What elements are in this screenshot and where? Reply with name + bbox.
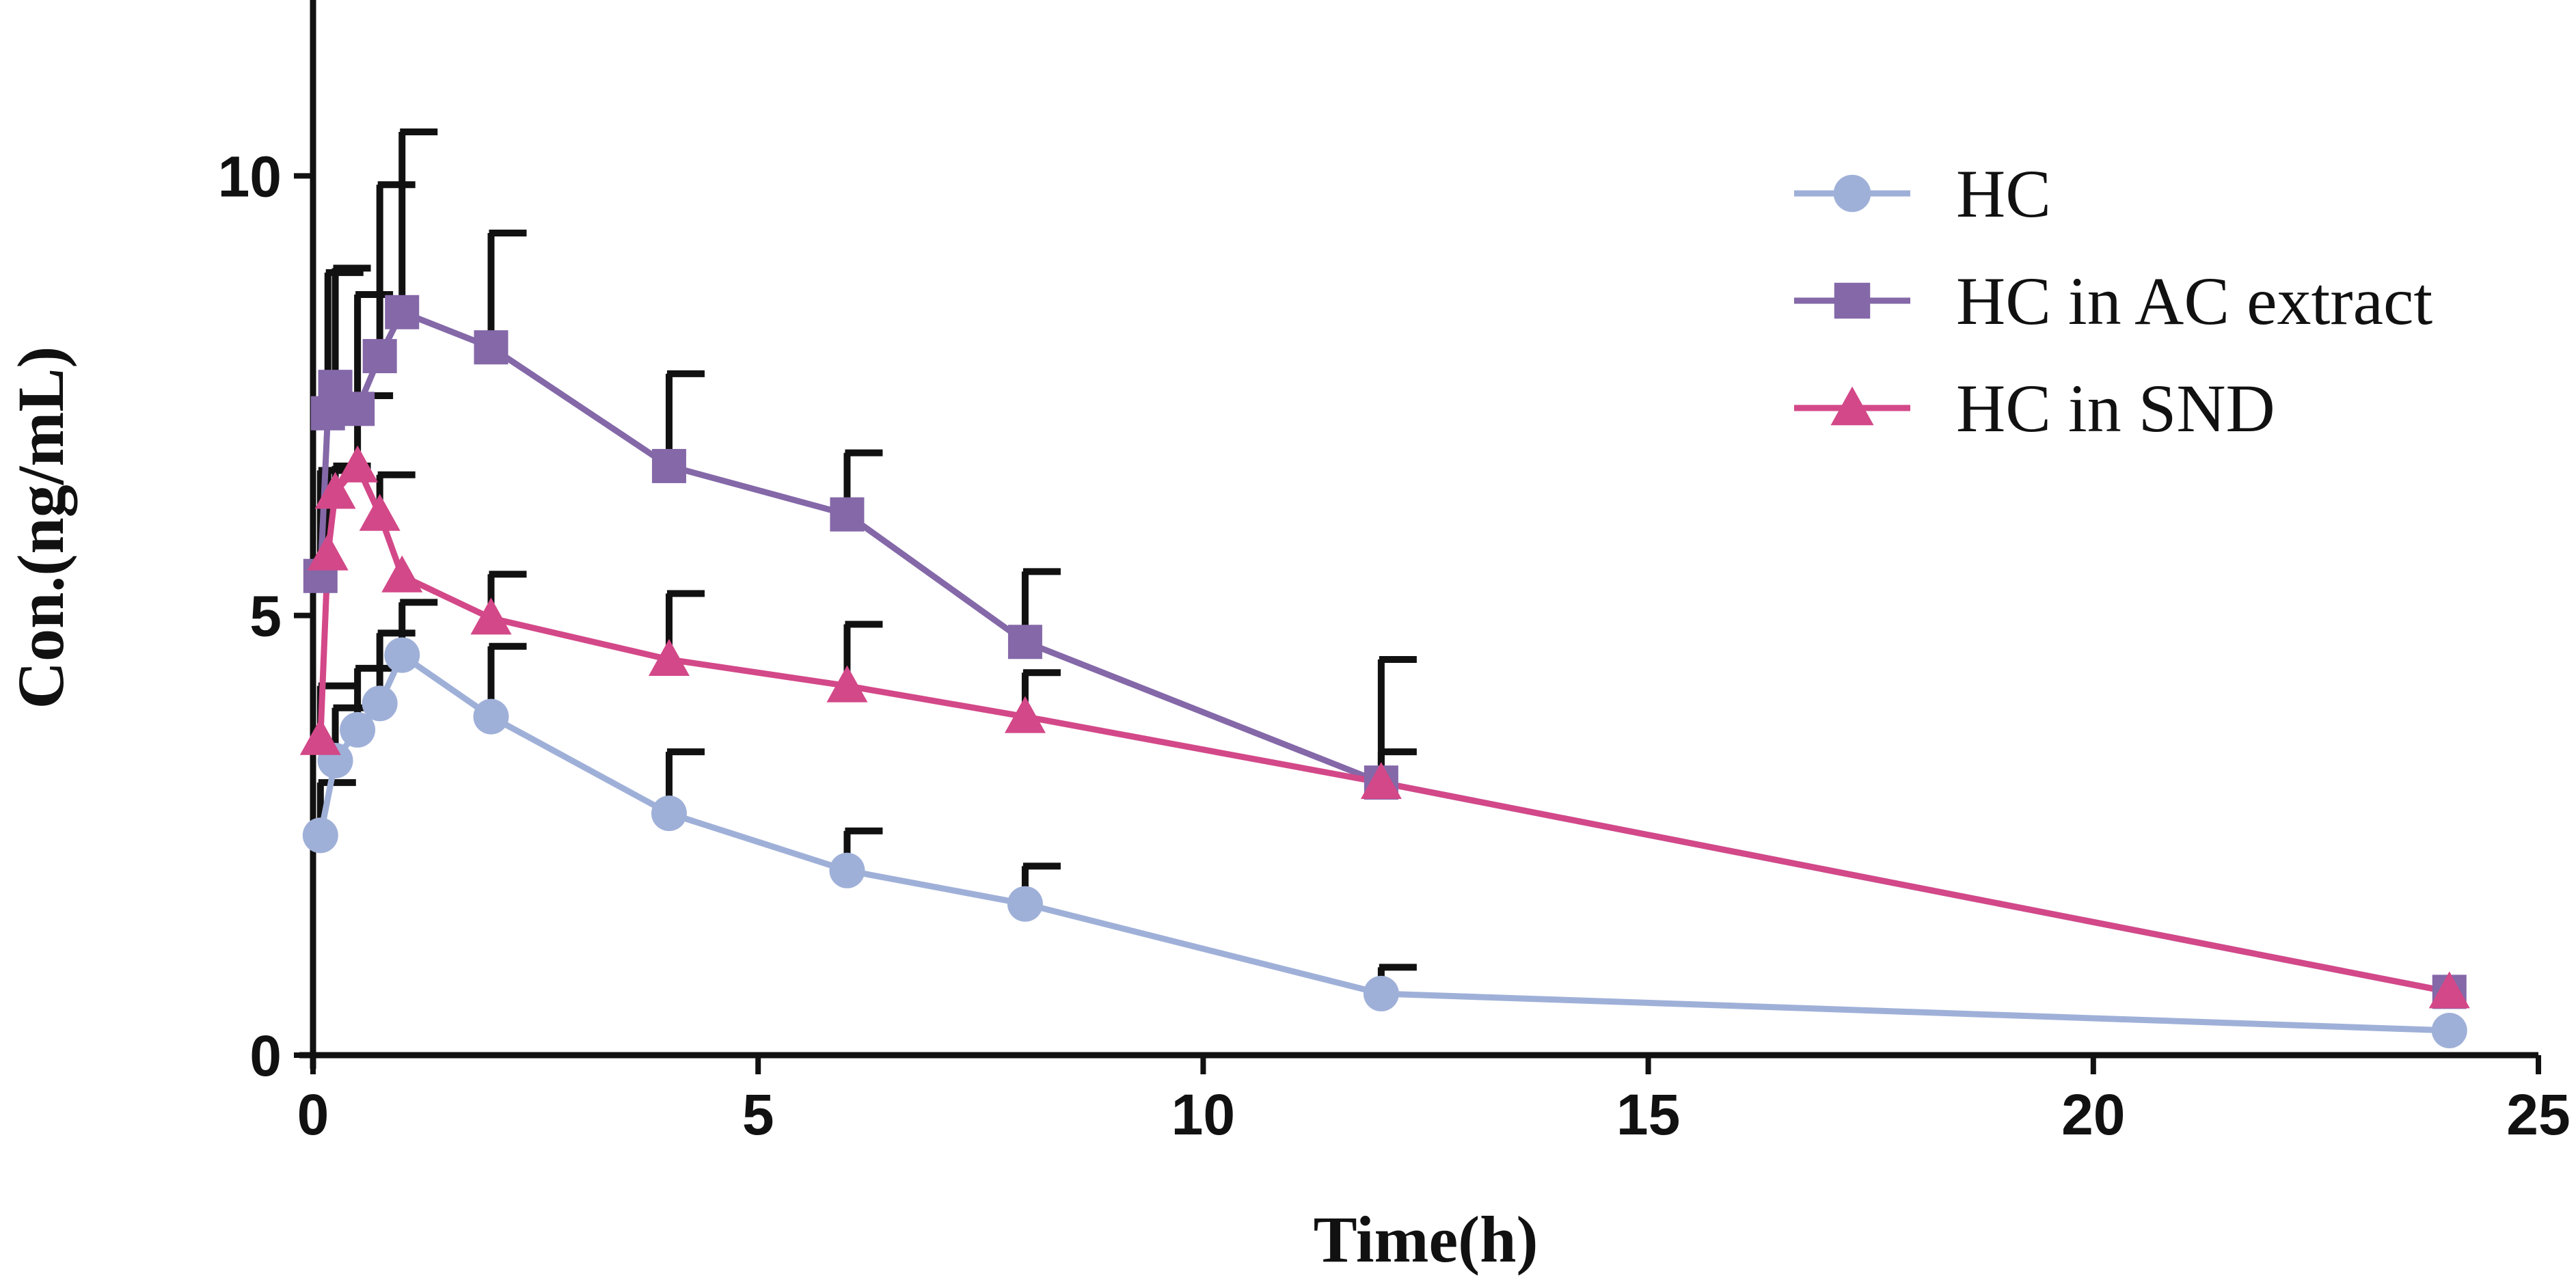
x-tick-label: 25 (2506, 1082, 2570, 1147)
x-tick-label: 20 (2061, 1082, 2125, 1147)
hc-in-ac-extract-point (651, 448, 686, 483)
hc-point (829, 852, 865, 888)
series-markers (299, 295, 2470, 1048)
hc-in-ac-extract-point (385, 295, 420, 329)
hc-in-ac-extract-point (830, 497, 865, 532)
hc-in-snd-point (359, 493, 401, 531)
hc-in-snd-point (648, 639, 690, 676)
legend: HC HC in AC extract HC in SND (1794, 156, 2432, 446)
legend-hc-in-ac-extract-label: HC in AC extract (1956, 263, 2432, 339)
axes: 0 5 10 15 20 25 0 5 10 (218, 0, 2571, 1147)
legend-hc-in-snd-marker (1830, 386, 1874, 426)
hc-in-snd-point (307, 533, 349, 571)
hc-point (340, 711, 376, 748)
hc-in-ac-extract-point (340, 392, 375, 426)
hc-in-ac-extract-point (1007, 625, 1042, 659)
legend-hc-marker (1833, 174, 1871, 213)
error-bars (316, 128, 1417, 994)
hc-in-snd-point (314, 472, 356, 509)
y-axis-title: Con.(ng/mL) (4, 346, 77, 709)
hc-in-snd-point (470, 597, 512, 635)
x-tick-label: 10 (1171, 1082, 1235, 1147)
legend-hc-label: HC (1956, 156, 2051, 232)
hc-in-snd-point (1360, 762, 1402, 800)
x-tick-label: 0 (297, 1082, 329, 1147)
hc-line (317, 652, 2450, 1034)
hc-in-ac-extract-point (362, 339, 397, 374)
hc-point (1363, 975, 1399, 1011)
hc-point (302, 817, 338, 854)
hc-in-snd-point (299, 718, 341, 755)
hc-in-ac-extract-point (474, 330, 509, 365)
hc-point (384, 637, 420, 673)
y-tick-label: 5 (249, 584, 282, 649)
legend-hc-in-snd-label: HC in SND (1956, 370, 2275, 446)
x-tick-label: 15 (1616, 1082, 1680, 1147)
x-axis-title: Time(h) (1314, 1203, 1538, 1276)
hc-point (473, 698, 509, 735)
y-tick-label: 10 (218, 144, 282, 208)
hc-in-snd-point (337, 445, 379, 482)
hc-in-snd-point (1004, 696, 1046, 733)
hc-in-snd-line (317, 463, 2450, 995)
y-tick-label: 0 (249, 1024, 282, 1088)
hc-point (1007, 886, 1043, 922)
legend-hc-in-ac-extract-marker (1834, 282, 1871, 319)
x-tick-label: 5 (742, 1082, 774, 1147)
hc-point (362, 685, 398, 722)
hc-point (2431, 1012, 2467, 1048)
hc-in-snd-point (2428, 971, 2470, 1009)
hc-point (651, 795, 687, 832)
hc-in-snd-point (381, 555, 423, 593)
hc-in-snd-point (826, 665, 868, 703)
